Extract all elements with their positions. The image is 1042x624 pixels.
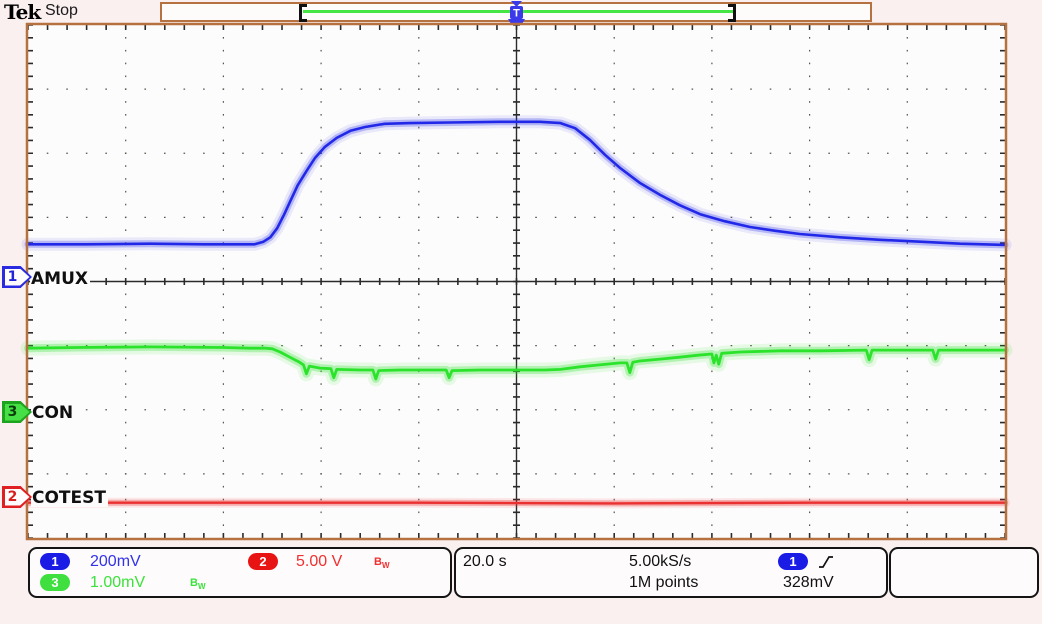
channel1-scale-readout: 200mV <box>90 553 141 570</box>
trigger-level-readout: 328mV <box>783 574 834 591</box>
trigger-marker-top-arrow-icon <box>511 1 522 7</box>
channel2-badge[interactable]: 2 <box>248 553 278 570</box>
vertical-scales-box[interactable]: 1 200mV 2 5.00 V BW 3 1.00mV BW <box>28 547 452 598</box>
channel2-waveform-label: COTEST <box>31 488 108 508</box>
channel2-bandwidth-limit-icon: BW <box>374 556 390 570</box>
empty-status-box <box>889 547 1039 598</box>
timebase-readout: 20.0 s <box>463 553 507 570</box>
channel1-badge[interactable]: 1 <box>40 553 70 570</box>
record-window-left-bracket <box>299 4 307 22</box>
trigger-source-badge[interactable]: 1 <box>778 553 808 570</box>
record-window-right-bracket <box>728 4 736 22</box>
horizontal-trigger-box[interactable]: 20.0 s 5.00kS/s 1M points 1 328mV <box>454 547 888 598</box>
channel2-scale-readout: 5.00 V <box>296 553 343 570</box>
channel1-waveform-label: AMUX <box>30 269 90 289</box>
channel3-badge[interactable]: 3 <box>40 574 70 591</box>
trigger-marker-label: T <box>513 8 520 20</box>
channel2-marker-number: 2 <box>7 489 18 505</box>
sample-rate-readout: 5.00kS/s <box>629 553 692 570</box>
acquisition-status: Stop <box>45 2 78 19</box>
channel2-position-marker[interactable]: 2 <box>2 486 32 508</box>
channel3-position-marker[interactable]: 3 <box>2 401 32 423</box>
channel3-bandwidth-limit-icon: BW <box>190 577 206 591</box>
channel3-waveform-label: CON <box>31 403 76 423</box>
channel1-position-marker[interactable]: 1 <box>2 266 32 288</box>
rising-edge-icon <box>819 556 833 568</box>
channel1-marker-number: 1 <box>7 269 18 285</box>
record-length-readout: 1M points <box>629 574 699 591</box>
channel3-marker-number: 3 <box>7 404 18 420</box>
tek-logo: Tek <box>4 0 41 24</box>
channel3-scale-readout: 1.00mV <box>90 574 146 591</box>
